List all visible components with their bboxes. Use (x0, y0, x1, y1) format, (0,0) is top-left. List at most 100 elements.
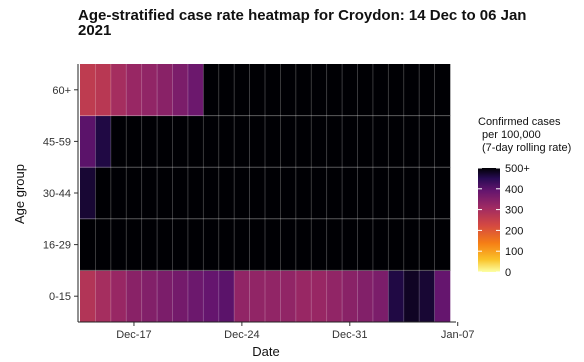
heatmap-cell-60+-2020-12-29 (311, 64, 327, 116)
x-tick-label-Dec-24: Dec-24 (224, 329, 259, 341)
heatmap-cell-30-44-2020-12-15 (95, 167, 112, 220)
heatmap-cell-16-29-2020-12-27 (280, 218, 297, 271)
chart-title-line2: 2021 (78, 22, 111, 39)
heatmap-cell-0-15-2020-12-30 (326, 270, 343, 323)
heatmap-cell-60+-2020-12-17 (126, 64, 142, 116)
heatmap-cell-45-59-2020-12-24 (234, 115, 250, 168)
legend-tick-label-0: 0 (505, 267, 511, 279)
heatmap-cell-45-59-2020-12-25 (249, 115, 266, 168)
heatmap-cell-45-59-2020-12-14 (80, 115, 96, 168)
heatmap-cell-0-15-2020-12-22 (203, 270, 220, 323)
heatmap-cell-45-59-2020-12-23 (218, 115, 235, 168)
heatmap-cell-60+-2020-12-14 (80, 64, 96, 116)
legend-colorbar (478, 168, 500, 272)
heatmap-cell-45-59-2021-01-01 (357, 115, 374, 168)
heatmap-cell-30-44-2020-12-14 (80, 167, 96, 220)
heatmap-cell-45-59-2021-01-06 (434, 115, 451, 168)
heatmap-cell-45-59-2020-12-18 (141, 115, 158, 168)
y-axis: 0-15 16-29 30-44 45-59 60+ (43, 85, 78, 303)
heatmap-cell-16-29-2021-01-01 (357, 218, 374, 271)
heatmap-cell-0-15-2020-12-18 (141, 270, 158, 323)
heatmap-cell-16-29-2020-12-25 (249, 218, 266, 271)
heatmap-cell-45-59-2020-12-19 (157, 115, 173, 168)
heatmap-cell-60+-2020-12-26 (265, 64, 281, 116)
heatmap-cell-0-15-2021-01-04 (403, 270, 420, 323)
heatmap-cell-45-59-2021-01-05 (419, 115, 435, 168)
heatmap-cell-60+-2021-01-06 (434, 64, 451, 116)
heatmap-cell-16-29-2020-12-20 (172, 218, 189, 271)
x-axis: Dec-17 Dec-24 Dec-31 Jan-07 (116, 322, 475, 341)
y-tick-label-45-59: 45-59 (43, 136, 71, 148)
heatmap-cell-16-29-2020-12-18 (141, 218, 158, 271)
heatmap-cell-30-44-2020-12-27 (280, 167, 297, 220)
heatmap-cell-30-44-2020-12-17 (126, 167, 142, 220)
heatmap-cell-45-59-2020-12-22 (203, 115, 220, 168)
heatmap-cell-30-44-2020-12-29 (311, 167, 327, 220)
heatmap-cell-30-44-2021-01-04 (403, 167, 420, 220)
heatmap-cell-16-29-2020-12-24 (234, 218, 250, 271)
heatmap-cell-16-29-2020-12-19 (157, 218, 173, 271)
heatmap-cell-45-59-2020-12-27 (280, 115, 297, 168)
heatmap-cell-0-15-2020-12-25 (249, 270, 266, 323)
heatmap-cell-16-29-2020-12-16 (110, 218, 127, 271)
heatmap-cell-16-29-2020-12-26 (265, 218, 281, 271)
heatmap-cell-45-59-2020-12-26 (265, 115, 281, 168)
heatmap-cell-60+-2021-01-05 (419, 64, 435, 116)
y-tick-label-60+: 60+ (52, 85, 71, 97)
heatmap-cell-30-44-2020-12-28 (295, 167, 312, 220)
heatmap-cell-16-29-2021-01-02 (372, 218, 389, 271)
y-tick-label-16-29: 16-29 (43, 240, 71, 252)
heatmap-cell-30-44-2020-12-22 (203, 167, 220, 220)
heatmap-cell-45-59-2020-12-16 (110, 115, 127, 168)
heatmap-cell-0-15-2020-12-14 (80, 270, 96, 323)
heatmap-cell-16-29-2020-12-22 (203, 218, 220, 271)
x-tick-label-Jan-07: Jan-07 (441, 329, 475, 341)
heatmap-cell-60+-2020-12-25 (249, 64, 266, 116)
heatmap-cell-45-59-2020-12-15 (95, 115, 112, 168)
heatmap-cell-16-29-2020-12-23 (218, 218, 235, 271)
heatmap-cell-16-29-2021-01-06 (434, 218, 451, 271)
heatmap-cell-0-15-2020-12-21 (187, 270, 204, 323)
heatmap-cell-60+-2020-12-20 (172, 64, 189, 116)
heatmap-cell-60+-2021-01-03 (388, 64, 405, 116)
heatmap-cell-30-44-2021-01-01 (357, 167, 374, 220)
heatmap-cell-0-15-2020-12-29 (311, 270, 327, 323)
heatmap-cell-0-15-2020-12-31 (342, 270, 358, 323)
heatmap-cell-60+-2020-12-16 (110, 64, 127, 116)
heatmap-cell-45-59-2021-01-03 (388, 115, 405, 168)
heatmap-gridlines (80, 64, 450, 322)
x-tick-label-Dec-17: Dec-17 (116, 329, 151, 341)
heatmap-cell-0-15-2020-12-16 (110, 270, 127, 323)
legend-tick-label-200: 200 (505, 225, 523, 237)
heatmap-cell-60+-2020-12-19 (157, 64, 173, 116)
heatmap-cell-16-29-2020-12-15 (95, 218, 112, 271)
heatmap-cell-60+-2020-12-21 (187, 64, 204, 116)
heatmap-cell-30-44-2020-12-21 (187, 167, 204, 220)
heatmap-cell-0-15-2021-01-05 (419, 270, 435, 323)
legend-tick-label-300: 300 (505, 205, 523, 217)
heatmap-cell-16-29-2020-12-30 (326, 218, 343, 271)
heatmap-cell-30-44-2021-01-03 (388, 167, 405, 220)
legend-title-line1: Confirmed cases (478, 116, 561, 128)
heatmap-cell-60+-2021-01-01 (357, 64, 374, 116)
heatmap-cell-60+-2021-01-02 (372, 64, 389, 116)
heatmap-cell-16-29-2020-12-28 (295, 218, 312, 271)
heatmap-cell-0-15-2020-12-19 (157, 270, 173, 323)
heatmap-cell-60+-2020-12-15 (95, 64, 112, 116)
x-tick-label-Dec-31: Dec-31 (332, 329, 367, 341)
heatmap-cell-60+-2020-12-23 (218, 64, 235, 116)
heatmap-cell-0-15-2021-01-03 (388, 270, 405, 323)
heatmap-cell-0-15-2020-12-26 (265, 270, 281, 323)
heatmap-cell-30-44-2021-01-02 (372, 167, 389, 220)
heatmap-cell-0-15-2020-12-20 (172, 270, 189, 323)
heatmap-cell-45-59-2020-12-21 (187, 115, 204, 168)
heatmap-cell-45-59-2020-12-28 (295, 115, 312, 168)
heatmap-cell-30-44-2020-12-30 (326, 167, 343, 220)
heatmap-cell-30-44-2021-01-05 (419, 167, 435, 220)
heatmap-cell-16-29-2020-12-21 (187, 218, 204, 271)
heatmap-cell-16-29-2021-01-04 (403, 218, 420, 271)
heatmap-cell-0-15-2020-12-27 (280, 270, 297, 323)
heatmap-cell-45-59-2020-12-20 (172, 115, 189, 168)
heatmap-cell-60+-2020-12-27 (280, 64, 297, 116)
